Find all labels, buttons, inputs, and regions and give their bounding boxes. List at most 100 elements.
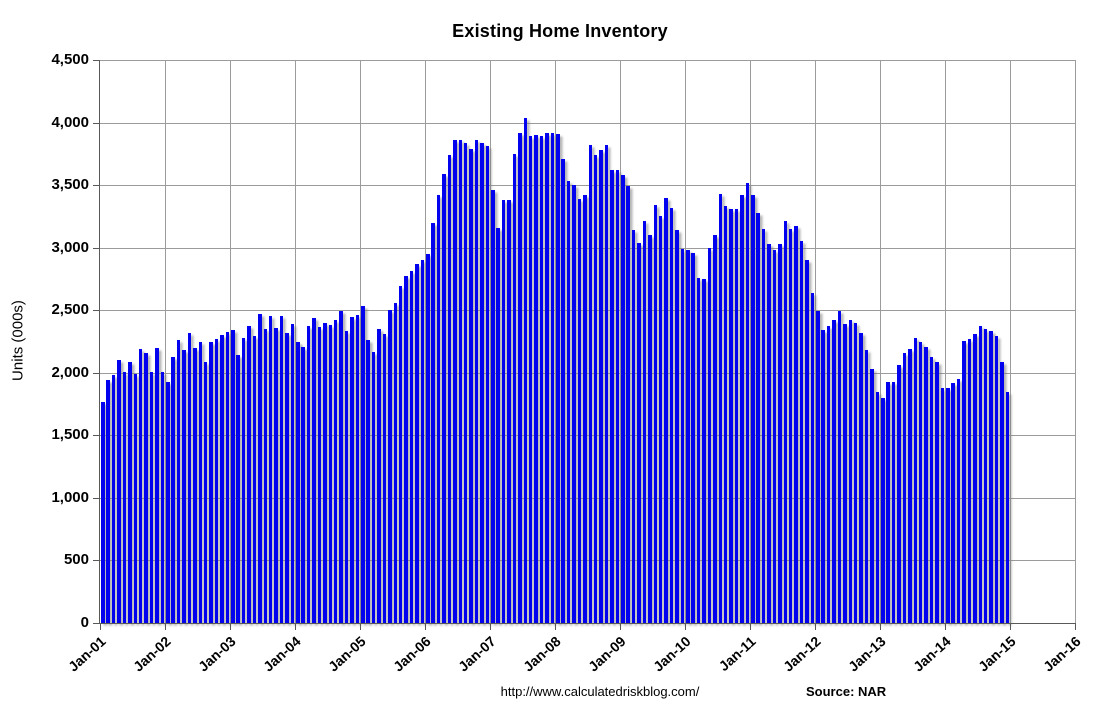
inventory-bar: [344, 331, 349, 623]
inventory-bar: [967, 338, 972, 623]
y-tick-mark: [93, 497, 99, 499]
inventory-bar: [166, 382, 170, 623]
x-tick-mark: [815, 624, 816, 630]
inventory-bar: [214, 338, 219, 623]
inventory-bar: [339, 311, 343, 623]
inventory-bar: [128, 361, 132, 623]
chart-title: Existing Home Inventory: [452, 21, 668, 41]
inventory-bar: [241, 337, 246, 623]
y-tick-label: 2,500: [51, 301, 89, 319]
inventory-bar: [398, 286, 403, 623]
y-tick-label: 4,000: [51, 113, 89, 131]
inventory-bar: [182, 350, 186, 623]
inventory-bar: [312, 318, 316, 623]
inventory-bar: [268, 316, 273, 623]
inventory-bar: [588, 145, 592, 623]
inventory-bar: [431, 222, 435, 623]
v-gridline: [295, 60, 296, 623]
inventory-bar: [285, 332, 289, 623]
inventory-bar: [783, 221, 787, 623]
inventory-bar: [122, 371, 127, 623]
inventory-bar: [209, 341, 213, 623]
inventory-bar: [388, 310, 392, 623]
inventory-bar: [382, 333, 387, 623]
inventory-bar: [561, 158, 565, 623]
y-tick-label: 0: [80, 614, 89, 631]
inventory-bar: [810, 292, 815, 623]
inventory-bar: [653, 205, 657, 623]
x-tick-mark: [750, 624, 751, 630]
inventory-bar: [729, 208, 733, 623]
inventory-bar: [805, 260, 809, 623]
inventory-bar: [328, 325, 332, 623]
inventory-bar: [236, 355, 240, 623]
x-tick-label: Jan-14: [910, 633, 954, 675]
y-tick-mark: [93, 560, 99, 562]
inventory-bar: [301, 346, 305, 623]
y-tick-mark: [93, 310, 99, 312]
inventory-bar: [902, 352, 907, 623]
inventory-bar: [826, 326, 831, 623]
v-gridline: [880, 60, 881, 623]
h-gridline: [100, 310, 1075, 312]
inventory-bar: [550, 132, 555, 623]
v-gridline: [360, 60, 361, 623]
inventory-bar: [333, 320, 338, 623]
inventory-bar: [756, 212, 760, 623]
inventory-bar: [323, 322, 327, 623]
v-gridline: [620, 60, 621, 623]
inventory-bar: [203, 361, 208, 623]
inventory-bar: [886, 381, 890, 623]
inventory-bar: [610, 170, 614, 623]
inventory-bar: [415, 263, 419, 623]
inventory-bar: [962, 340, 966, 623]
inventory-bar: [713, 235, 717, 623]
x-tick-mark: [360, 624, 361, 630]
inventory-bar: [528, 136, 533, 623]
inventory-bar: [436, 195, 441, 623]
inventory-bar: [171, 357, 175, 623]
inventory-bar: [718, 193, 722, 623]
x-tick-mark: [425, 624, 426, 630]
x-tick-mark: [620, 624, 621, 630]
inventory-bar: [946, 387, 950, 623]
inventory-bar: [788, 228, 793, 623]
inventory-bar: [539, 136, 544, 623]
inventory-bar: [637, 242, 641, 623]
inventory-bar: [480, 143, 484, 623]
inventory-bar: [485, 146, 490, 623]
inventory-bar: [599, 150, 603, 623]
y-axis-line: [99, 60, 100, 624]
inventory-bar: [252, 336, 257, 623]
inventory-bar: [442, 173, 446, 623]
inventory-bar: [669, 207, 674, 623]
inventory-bar: [859, 332, 863, 623]
inventory-bar: [745, 182, 750, 623]
inventory-bar: [1000, 361, 1004, 623]
inventory-bar: [458, 140, 462, 623]
inventory-bar: [138, 349, 143, 623]
inventory-bar: [973, 333, 977, 623]
h-gridline: [100, 60, 1075, 61]
inventory-bar: [994, 336, 999, 623]
y-tick-mark: [93, 435, 99, 437]
y-tick-label: 1,500: [51, 426, 89, 444]
y-tick-label: 1,000: [51, 488, 89, 506]
v-gridline: [425, 60, 426, 623]
inventory-bar: [111, 375, 116, 623]
inventory-bar: [1005, 391, 1010, 623]
inventory-bar: [577, 198, 582, 623]
inventory-bar: [621, 175, 625, 623]
inventory-bar: [187, 332, 192, 623]
x-tick-mark: [100, 624, 101, 630]
v-gridline: [230, 60, 231, 623]
inventory-bar: [501, 200, 506, 623]
inventory-bar: [491, 190, 495, 623]
inventory-bar: [404, 276, 408, 623]
inventory-bar: [870, 369, 874, 623]
inventory-bar: [951, 383, 955, 623]
inventory-bar: [447, 155, 452, 623]
inventory-bar: [929, 356, 934, 623]
y-tick-mark: [93, 372, 99, 374]
